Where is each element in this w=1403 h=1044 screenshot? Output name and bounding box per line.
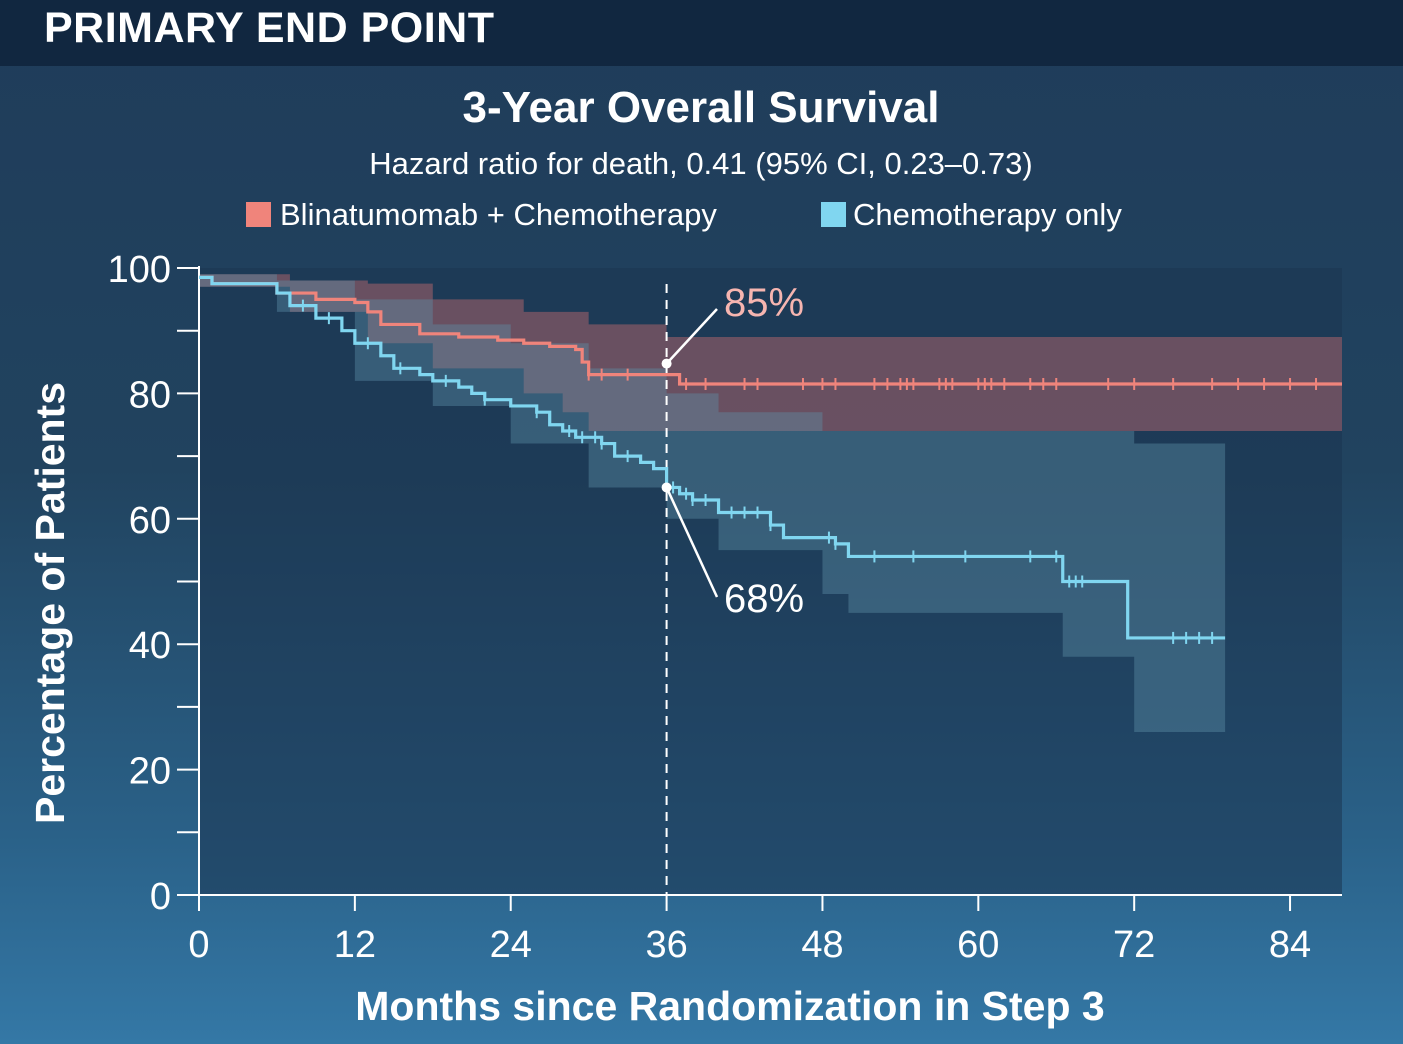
y-tick-label: 100 bbox=[108, 249, 171, 291]
x-tick-label: 60 bbox=[957, 924, 999, 966]
x-tick-label: 36 bbox=[645, 924, 687, 966]
chart-title: 3-Year Overall Survival bbox=[463, 83, 940, 132]
annotation-68-percent: 68% bbox=[724, 577, 804, 621]
x-tick-label: 12 bbox=[334, 924, 376, 966]
y-tick-label: 60 bbox=[129, 500, 171, 542]
x-tick-label: 24 bbox=[490, 924, 532, 966]
series-line-blinatumomab bbox=[199, 275, 1342, 386]
annotation-85-percent: 85% bbox=[724, 281, 804, 325]
x-tick-label: 0 bbox=[188, 924, 209, 966]
annotations: 85% 68% bbox=[661, 281, 804, 621]
annotation-leader-68 bbox=[665, 486, 719, 598]
annotation-leader-85 bbox=[665, 308, 718, 365]
legend-swatch-chemotherapy bbox=[821, 202, 846, 227]
banner-title: PRIMARY END POINT bbox=[44, 4, 495, 52]
legend-label-chemotherapy: Chemotherapy only bbox=[853, 197, 1122, 232]
y-axis-label: Percentage of Patients bbox=[27, 382, 73, 824]
y-tick-label: 80 bbox=[129, 374, 171, 416]
y-tick-label: 0 bbox=[150, 876, 171, 918]
banner: PRIMARY END POINT bbox=[0, 0, 1403, 66]
x-axis-label: Months since Randomization in Step 3 bbox=[355, 983, 1104, 1029]
series-lines bbox=[199, 275, 1342, 644]
ci-band-chemotherapy bbox=[199, 274, 1226, 732]
legend-swatch-blinatumomab bbox=[246, 202, 271, 227]
series-line-chemotherapy bbox=[199, 275, 1226, 640]
x-tick-label: 72 bbox=[1113, 924, 1155, 966]
annotation-dot-68 bbox=[661, 482, 672, 493]
confidence-bands bbox=[199, 274, 1342, 732]
y-tick-label: 20 bbox=[129, 751, 171, 793]
chart-subtitle: Hazard ratio for death, 0.41 (95% CI, 0.… bbox=[369, 146, 1032, 181]
annotation-dot-85 bbox=[661, 358, 672, 369]
x-tick-label: 84 bbox=[1269, 924, 1311, 966]
legend-label-blinatumomab: Blinatumomab + Chemotherapy bbox=[280, 197, 717, 232]
x-tick-label: 48 bbox=[801, 924, 843, 966]
axes: 0 20 40 60 80 100 0 12 24 36 48 60 72 84 bbox=[108, 249, 1342, 966]
legend: Blinatumomab + Chemotherapy Chemotherapy… bbox=[246, 197, 1122, 232]
ci-band-blinatumomab bbox=[199, 274, 1342, 432]
y-tick-label: 40 bbox=[129, 625, 171, 667]
